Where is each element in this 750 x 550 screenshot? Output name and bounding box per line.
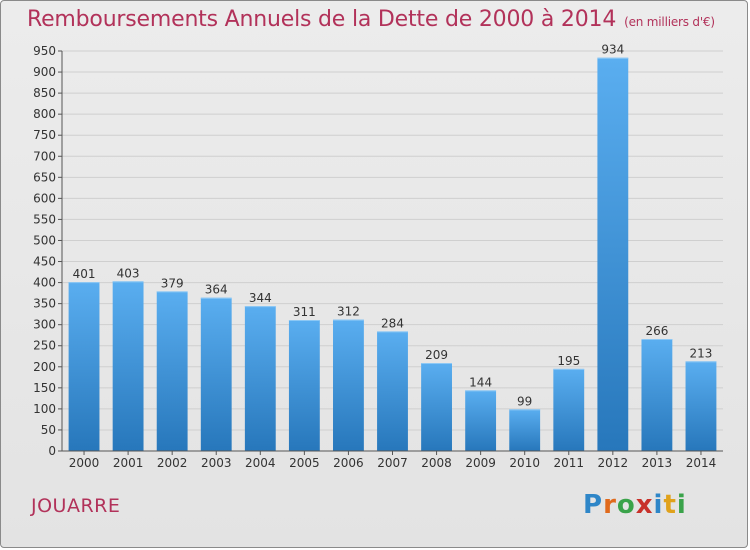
data-label-2013: 266 bbox=[645, 324, 668, 338]
y-tick-label: 200 bbox=[33, 360, 56, 374]
logo-letter: P bbox=[583, 490, 604, 520]
x-tick-label-2000: 2000 bbox=[69, 456, 100, 470]
data-label-2009: 144 bbox=[469, 375, 492, 389]
logo-letter: t bbox=[663, 490, 677, 520]
data-label-2007: 284 bbox=[381, 316, 404, 330]
x-tick-label-2005: 2005 bbox=[289, 456, 320, 470]
data-label-2004: 344 bbox=[249, 291, 272, 305]
data-label-2003: 364 bbox=[205, 283, 228, 297]
x-tick-label-2007: 2007 bbox=[377, 456, 408, 470]
data-label-2008: 209 bbox=[425, 348, 448, 362]
bar-2000 bbox=[68, 282, 100, 451]
x-tick-label-2011: 2011 bbox=[553, 456, 584, 470]
bar-2004 bbox=[244, 306, 276, 451]
y-tick-label: 350 bbox=[33, 297, 56, 311]
y-tick-label: 400 bbox=[33, 276, 56, 290]
logo-letter: x bbox=[635, 490, 654, 520]
x-tick-label-2009: 2009 bbox=[465, 456, 496, 470]
bar-2003 bbox=[200, 297, 232, 451]
bar-2014 bbox=[685, 361, 717, 451]
y-tick-label: 300 bbox=[33, 318, 56, 332]
chart-title: Remboursements Annuels de la Dette de 20… bbox=[27, 7, 715, 32]
commune-name: JOUARRE bbox=[31, 495, 121, 517]
x-tick-label-2010: 2010 bbox=[509, 456, 540, 470]
data-label-2001: 403 bbox=[117, 266, 140, 280]
data-label-2011: 195 bbox=[557, 354, 580, 368]
x-tick-label-2006: 2006 bbox=[333, 456, 364, 470]
x-tick-label-2008: 2008 bbox=[421, 456, 452, 470]
logo-letter: r bbox=[603, 490, 617, 520]
logo-letter: o bbox=[616, 490, 636, 520]
chart-unit: (en milliers d'€) bbox=[624, 15, 715, 29]
x-tick-label-2014: 2014 bbox=[686, 456, 717, 470]
data-label-2000: 401 bbox=[73, 267, 96, 281]
logo-letter: i bbox=[676, 490, 687, 520]
y-tick-label: 150 bbox=[33, 381, 56, 395]
x-tick-label-2012: 2012 bbox=[598, 456, 629, 470]
y-tick-label: 900 bbox=[33, 65, 56, 79]
y-tick-label: 800 bbox=[33, 107, 56, 121]
y-tick-label: 950 bbox=[33, 44, 56, 58]
bar-2001 bbox=[112, 281, 144, 451]
x-tick-label-2001: 2001 bbox=[113, 456, 144, 470]
y-tick-label: 50 bbox=[41, 423, 56, 437]
data-label-2010: 99 bbox=[517, 394, 532, 408]
y-tick-label: 0 bbox=[48, 444, 56, 458]
y-tick-label: 650 bbox=[33, 170, 56, 184]
y-tick-label: 750 bbox=[33, 128, 56, 142]
x-tick-label-2003: 2003 bbox=[201, 456, 232, 470]
proxiti-logo: Proxiti bbox=[583, 490, 687, 520]
data-label-2005: 311 bbox=[293, 305, 316, 319]
x-tick-label-2013: 2013 bbox=[642, 456, 673, 470]
data-label-2014: 213 bbox=[690, 346, 713, 360]
chart-title-text: Remboursements Annuels de la Dette de 20… bbox=[27, 7, 617, 32]
bar-2012 bbox=[597, 57, 629, 451]
y-tick-label: 600 bbox=[33, 191, 56, 205]
y-tick-label: 100 bbox=[33, 402, 56, 416]
x-tick-label-2002: 2002 bbox=[157, 456, 188, 470]
logo-letter: i bbox=[653, 490, 664, 520]
bar-2011 bbox=[553, 368, 585, 451]
y-tick-label: 250 bbox=[33, 339, 56, 353]
bar-2002 bbox=[156, 291, 188, 451]
y-tick-label: 500 bbox=[33, 233, 56, 247]
y-tick-label: 450 bbox=[33, 255, 56, 269]
bar-2005 bbox=[288, 320, 320, 451]
bar-2007 bbox=[377, 331, 408, 451]
y-tick-label: 850 bbox=[33, 86, 56, 100]
x-tick-label-2004: 2004 bbox=[245, 456, 276, 470]
data-label-2006: 312 bbox=[337, 305, 360, 319]
y-tick-label: 700 bbox=[33, 149, 56, 163]
bar-2006 bbox=[333, 319, 364, 451]
bar-2013 bbox=[641, 339, 673, 451]
data-label-2002: 379 bbox=[161, 276, 184, 290]
data-label-2012: 934 bbox=[601, 43, 624, 57]
y-tick-label: 550 bbox=[33, 212, 56, 226]
bar-2010 bbox=[509, 409, 541, 451]
bar-2009 bbox=[465, 390, 497, 451]
bar-2008 bbox=[421, 363, 452, 451]
